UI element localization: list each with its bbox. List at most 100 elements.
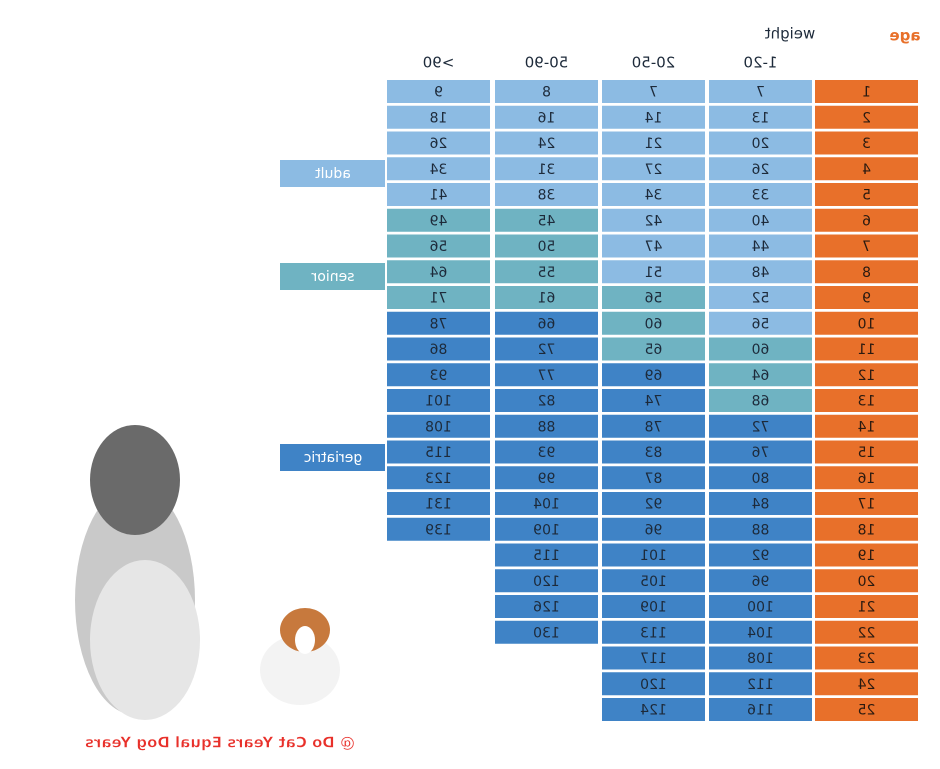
cell-value: 64 xyxy=(430,265,448,281)
table-cell xyxy=(387,389,490,412)
table-cell xyxy=(495,543,598,567)
age-value: 22 xyxy=(858,625,876,641)
age-value: 2 xyxy=(862,110,871,126)
age-value: 12 xyxy=(858,368,876,384)
age-value: 1 xyxy=(862,85,871,101)
cell-value: 9 xyxy=(434,85,443,101)
table-cell xyxy=(709,80,812,103)
table-cell xyxy=(709,337,812,361)
table-cell xyxy=(602,595,705,618)
age-value: 14 xyxy=(858,419,876,435)
stage-label: senior xyxy=(311,269,354,285)
age-cell xyxy=(815,260,918,284)
age-value: 16 xyxy=(858,471,876,487)
cell-value: 130 xyxy=(533,625,560,641)
age-value: 6 xyxy=(862,213,871,229)
weight-label: weight xyxy=(765,25,816,43)
dog-illustration xyxy=(75,425,340,720)
table-cell xyxy=(602,389,705,412)
mirrored-content: age weight @ Do Cat Years Equal Dog Year… xyxy=(75,25,921,752)
cell-value: 139 xyxy=(425,522,452,538)
table-cell xyxy=(602,337,705,361)
table-cell xyxy=(387,517,490,541)
cell-value: 112 xyxy=(747,677,774,693)
age-cell xyxy=(815,286,918,309)
table-cell xyxy=(495,80,598,103)
table-cell xyxy=(495,363,598,387)
age-cell xyxy=(815,672,918,696)
table-cell xyxy=(709,363,812,387)
table-cell xyxy=(495,492,598,515)
table-cell xyxy=(709,260,812,284)
table-cell xyxy=(602,183,705,206)
table-cell xyxy=(602,80,705,103)
table-cell xyxy=(495,620,598,644)
cell-value: 109 xyxy=(533,522,560,538)
cell-value: 56 xyxy=(752,316,770,332)
table-cell xyxy=(602,286,705,309)
cell-value: 109 xyxy=(640,600,667,616)
cell-value: 48 xyxy=(752,265,770,281)
cell-value: 82 xyxy=(538,394,556,410)
cell-value: 113 xyxy=(640,625,667,641)
cell-value: 120 xyxy=(533,574,560,590)
table-cell xyxy=(387,414,490,438)
cell-value: 88 xyxy=(538,419,556,435)
table-cell xyxy=(387,337,490,361)
cell-value: 45 xyxy=(538,213,556,229)
cell-value: 80 xyxy=(752,471,770,487)
age-value: 24 xyxy=(858,677,876,693)
age-cell xyxy=(815,183,918,206)
table-cell xyxy=(602,157,705,181)
age-cell xyxy=(815,517,918,541)
age-value: 7 xyxy=(862,239,871,255)
table-cell xyxy=(495,517,598,541)
table-cell xyxy=(602,569,705,593)
table-cell xyxy=(602,363,705,387)
cell-value: 69 xyxy=(645,368,663,384)
age-cell xyxy=(815,157,918,181)
cell-value: 93 xyxy=(538,445,556,461)
table-cell xyxy=(602,440,705,464)
table-cell xyxy=(602,492,705,515)
age-cell xyxy=(815,234,918,258)
table-cell xyxy=(602,466,705,490)
table-cell xyxy=(709,208,812,232)
age-value: 5 xyxy=(862,188,871,204)
cell-value: 60 xyxy=(645,316,663,332)
cell-value: 101 xyxy=(425,394,452,410)
cell-value: 72 xyxy=(752,419,770,435)
cell-value: 33 xyxy=(752,188,770,204)
stage-label-box xyxy=(280,444,385,471)
cell-value: 131 xyxy=(425,497,452,513)
table-cell xyxy=(387,466,490,490)
table-cell xyxy=(495,208,598,232)
age-cell xyxy=(815,543,918,567)
column-header: 1-20 xyxy=(743,54,777,72)
cell-value: 83 xyxy=(645,445,663,461)
table-cell xyxy=(709,389,812,412)
cell-value: 88 xyxy=(752,522,770,538)
table-cell xyxy=(602,517,705,541)
column-header: 50-90 xyxy=(525,54,569,72)
age-value: 9 xyxy=(862,291,871,307)
table-cell xyxy=(602,105,705,129)
table-cell xyxy=(387,183,490,206)
cell-value: 16 xyxy=(538,110,556,126)
column-header: 20-50 xyxy=(632,54,676,72)
table-cell xyxy=(709,466,812,490)
table-cell xyxy=(709,286,812,309)
table-cell xyxy=(602,311,705,335)
cell-value: 124 xyxy=(640,703,667,719)
table-cell xyxy=(495,286,598,309)
table-cell xyxy=(387,492,490,515)
table-cell xyxy=(387,105,490,129)
cell-value: 115 xyxy=(533,548,560,564)
age-cell xyxy=(815,337,918,361)
cell-value: 65 xyxy=(645,342,663,358)
cell-value: 96 xyxy=(645,522,663,538)
table-cell xyxy=(602,260,705,284)
cell-value: 50 xyxy=(538,239,556,255)
column-header: >90 xyxy=(423,54,455,72)
table-cell xyxy=(709,620,812,644)
